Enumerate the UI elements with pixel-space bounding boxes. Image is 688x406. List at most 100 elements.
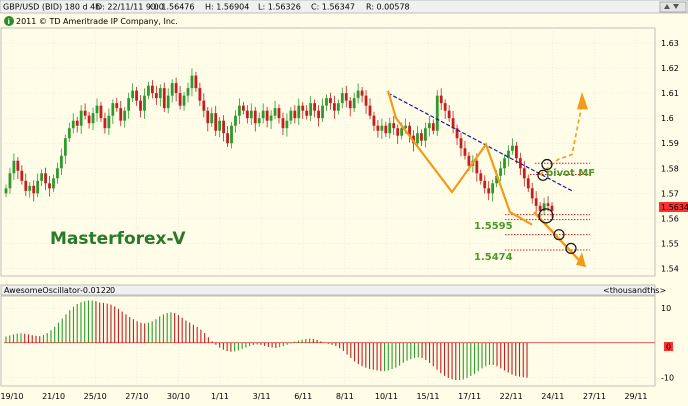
candle bbox=[36, 173, 40, 198]
candle bbox=[503, 154, 506, 176]
header-bar bbox=[0, 0, 688, 14]
candle bbox=[439, 88, 443, 110]
osc-tick-label: 10 bbox=[661, 304, 671, 313]
time-tick-label: 29/11 bbox=[624, 392, 647, 401]
candle bbox=[451, 110, 455, 134]
candle bbox=[511, 138, 514, 155]
projection-down bbox=[533, 211, 582, 264]
candle bbox=[115, 97, 119, 112]
price-tick-label: 1.56 bbox=[661, 214, 679, 223]
candle bbox=[44, 167, 47, 191]
candle bbox=[542, 197, 546, 215]
candle bbox=[135, 86, 138, 106]
time-tick-label: 27/11 bbox=[583, 392, 606, 401]
candle bbox=[265, 106, 269, 128]
level-label-2: 1.5474 bbox=[474, 252, 513, 263]
candle bbox=[174, 77, 178, 102]
osc-y-ticks: 10 -10 bbox=[661, 304, 674, 382]
svg-text:0: 0 bbox=[666, 343, 671, 352]
osc-value: -0.0122 bbox=[80, 286, 111, 295]
candle bbox=[423, 122, 427, 148]
candle bbox=[487, 181, 491, 201]
time-tick-label: 30/10 bbox=[167, 392, 190, 401]
candle bbox=[463, 140, 467, 160]
candle bbox=[154, 85, 158, 105]
candle bbox=[166, 88, 170, 114]
wave-path bbox=[386, 90, 533, 226]
osc-plot-frame bbox=[0, 295, 656, 387]
candle bbox=[95, 98, 99, 122]
candle bbox=[16, 157, 20, 180]
candle bbox=[234, 110, 237, 133]
candle bbox=[222, 115, 226, 142]
candle bbox=[459, 132, 463, 157]
candle bbox=[4, 184, 8, 198]
candle bbox=[75, 116, 79, 133]
candle bbox=[514, 141, 518, 164]
candle bbox=[309, 95, 313, 121]
time-tick-label: 6/11 bbox=[294, 392, 312, 401]
close-readout: C: 1.56347 bbox=[311, 3, 355, 12]
candle bbox=[281, 112, 285, 135]
candle bbox=[83, 103, 87, 120]
pivot-label: pivot MF bbox=[546, 168, 595, 179]
candle bbox=[285, 113, 289, 137]
candle bbox=[91, 107, 95, 130]
candle bbox=[241, 101, 245, 115]
time-tick-label: 25/10 bbox=[84, 392, 107, 401]
candle bbox=[392, 115, 396, 135]
candle bbox=[384, 121, 388, 137]
candle bbox=[368, 98, 372, 120]
candle bbox=[534, 191, 538, 213]
candle bbox=[261, 103, 265, 124]
candle bbox=[198, 82, 202, 106]
candle bbox=[48, 176, 51, 197]
candle bbox=[332, 95, 336, 119]
time-tick-label: 19/10 bbox=[0, 392, 23, 401]
candle bbox=[158, 84, 162, 107]
analysis-annotations bbox=[386, 90, 590, 268]
oscillator-bars bbox=[5, 300, 528, 381]
candle bbox=[56, 162, 59, 184]
scroll-arrows-icon[interactable] bbox=[659, 1, 687, 13]
time-tick-label: 17/11 bbox=[458, 392, 481, 401]
last-price-marker: 1.5634 bbox=[659, 202, 688, 212]
candle bbox=[202, 93, 206, 118]
candle bbox=[190, 68, 194, 97]
price-tick-label: 1.63 bbox=[661, 39, 679, 48]
candle bbox=[364, 90, 368, 114]
candle bbox=[317, 105, 320, 127]
high-readout: H: 1.56904 bbox=[205, 3, 249, 12]
candle bbox=[178, 85, 182, 110]
candle bbox=[103, 112, 107, 134]
candle bbox=[127, 92, 131, 119]
candle bbox=[245, 105, 249, 124]
candle bbox=[238, 98, 241, 124]
candle bbox=[325, 94, 328, 111]
price-tick-label: 1.62 bbox=[661, 64, 679, 73]
candle bbox=[530, 182, 534, 204]
candle bbox=[40, 169, 44, 187]
osc-name: AwesomeOscillator bbox=[4, 286, 81, 295]
candle bbox=[388, 117, 392, 139]
candle bbox=[538, 202, 542, 220]
candle bbox=[447, 105, 451, 122]
candle bbox=[67, 122, 71, 142]
candle bbox=[214, 105, 218, 136]
candle bbox=[150, 80, 154, 99]
candle bbox=[99, 101, 103, 122]
candle bbox=[257, 112, 261, 127]
candle bbox=[336, 99, 340, 115]
candle bbox=[420, 129, 423, 146]
candle bbox=[301, 101, 305, 119]
price-tick-label: 1.61 bbox=[661, 89, 679, 98]
target-circle bbox=[541, 158, 553, 171]
candle bbox=[435, 90, 439, 136]
candle bbox=[416, 125, 419, 147]
candle bbox=[52, 174, 55, 193]
candle bbox=[277, 104, 281, 124]
candle bbox=[28, 182, 32, 198]
info-icon[interactable]: i bbox=[4, 16, 14, 26]
price-tick-label: 1.55 bbox=[661, 239, 679, 248]
